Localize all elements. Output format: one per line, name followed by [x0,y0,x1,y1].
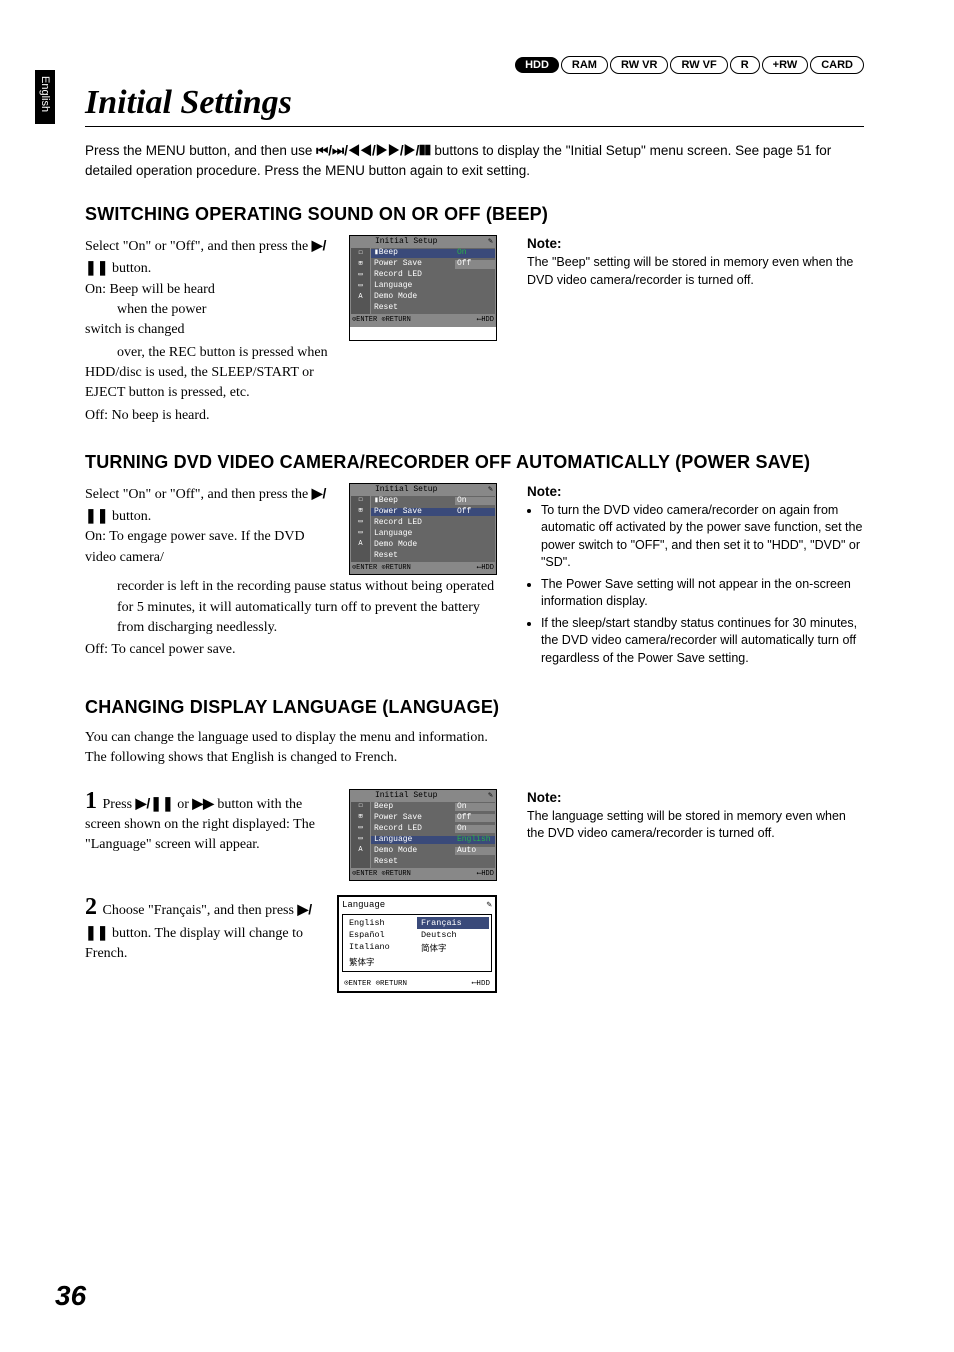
language-note-heading: Note: [527,789,864,808]
powersave-on-rest: recorder is left in the recording pause … [117,577,497,638]
beep-select-text: Select "On" or "Off", and then press the [85,239,312,254]
page-title: Initial Settings [85,84,864,127]
powersave-note-item: If the sleep/start standby status contin… [541,615,864,668]
beep-note-heading: Note: [527,235,864,254]
step2-pre: Choose "Français", and then press [103,903,298,918]
step-2-number: 2 [85,894,97,920]
step-1-number: 1 [85,788,97,814]
badge-r: R [730,56,760,74]
beep-left-text: Select "On" or "Off", and then press the… [85,235,339,340]
language-heading: CHANGING DISPLAY LANGUAGE (LANGUAGE) [85,697,864,718]
badge-ram: RAM [561,56,608,74]
powersave-note-item: To turn the DVD video camera/recorder on… [541,502,864,572]
beep-menu-screenshot: Initial Setup✎☐▮BeepOn⊞Power SaveOff▭Rec… [349,235,497,340]
intro-pre: Press the MENU button, and then use [85,143,316,158]
badge-rwvf: RW VF [670,56,727,74]
powersave-menu-screenshot: Initial Setup✎☐▮BeepOn⊞Power SaveOff▭Rec… [349,483,497,575]
language-menu-screenshot: Initial Setup✎☐BeepOn⊞Power SaveOff▭Reco… [349,789,497,881]
fast-forward-icon: ▶▶ [192,795,214,811]
language-intro: You can change the language used to disp… [85,728,864,769]
language-select-screenshot: Language✎EnglishFrançaisEspañolDeutschIt… [337,895,497,993]
format-badges: HDDRAMRW VRRW VFR+RWCARD [85,55,864,74]
powersave-off: Off: To cancel power save. [85,640,497,660]
page-number: 36 [55,1280,86,1312]
beep-on-cont: over, the REC button is pressed whenHDD/… [85,343,497,404]
powersave-button-suffix: button. [108,509,151,524]
step2-post: button. The display will change to Frenc… [85,926,303,961]
beep-button-suffix: button. [108,261,151,276]
powersave-left-text: Select "On" or "Off", and then press the… [85,483,339,575]
badge-rwvr: RW VR [610,56,668,74]
powersave-on-short: On: To engage power save. If the DVD vid… [85,529,305,564]
step1-pre: Press [103,797,136,812]
intro-paragraph: Press the MENU button, and then use ⏮/⏭/… [85,141,864,180]
nav-buttons-glyph: ⏮/⏭/◀◀/▶▶/▶/❚❚ [316,143,430,158]
beep-off: Off: No beep is heard. [85,406,497,426]
badge-card: CARD [810,56,864,74]
step1-mid: or [174,797,193,812]
badge-+rw: +RW [762,56,809,74]
powersave-select-text: Select "On" or "Off", and then press the [85,487,312,502]
beep-heading: SWITCHING OPERATING SOUND ON OR OFF (BEE… [85,204,864,225]
powersave-heading: TURNING DVD VIDEO CAMERA/RECORDER OFF AU… [85,452,864,473]
powersave-note-heading: Note: [527,483,864,502]
powersave-notes: To turn the DVD video camera/recorder on… [541,502,864,668]
powersave-note-item: The Power Save setting will not appear i… [541,576,864,611]
beep-note: The "Beep" setting will be stored in mem… [527,254,864,289]
language-note: The language setting will be stored in m… [527,808,864,843]
badge-hdd: HDD [515,57,559,73]
language-tab: English [35,70,55,124]
play-pause-icon: ▶/❚❚ [136,795,174,811]
